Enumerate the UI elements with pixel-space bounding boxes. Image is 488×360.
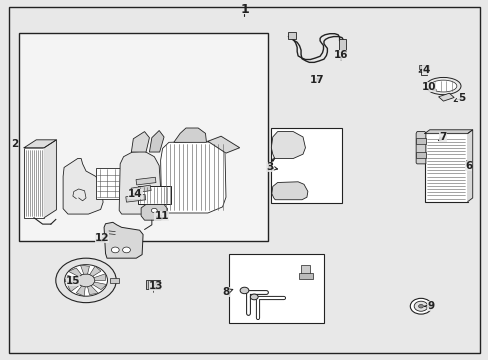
Bar [420, 64, 426, 75]
Bar [338, 39, 345, 51]
Circle shape [413, 301, 427, 311]
Bar [415, 152, 425, 158]
Polygon shape [64, 275, 78, 282]
Polygon shape [136, 177, 156, 185]
Polygon shape [131, 132, 149, 152]
Polygon shape [125, 194, 145, 202]
Bar [300, 265, 310, 274]
Polygon shape [149, 131, 163, 152]
Bar [424, 134, 467, 202]
Text: 5: 5 [457, 93, 464, 103]
Bar [228, 253, 324, 323]
Text: 12: 12 [95, 233, 109, 243]
Polygon shape [141, 204, 167, 220]
Polygon shape [131, 185, 151, 194]
Circle shape [64, 265, 107, 296]
Circle shape [151, 208, 157, 213]
Text: 1: 1 [240, 3, 248, 16]
Polygon shape [207, 136, 239, 153]
Ellipse shape [429, 80, 456, 92]
Polygon shape [119, 151, 161, 214]
Polygon shape [68, 268, 81, 277]
Text: 14: 14 [128, 189, 142, 199]
Polygon shape [160, 141, 225, 213]
Bar [299, 273, 312, 279]
Polygon shape [271, 132, 305, 158]
Circle shape [56, 258, 116, 303]
Polygon shape [104, 222, 143, 258]
Circle shape [77, 274, 95, 287]
Text: 6: 6 [464, 161, 471, 171]
Text: 15: 15 [65, 276, 80, 286]
Text: 13: 13 [148, 281, 163, 291]
Text: 2: 2 [11, 139, 18, 149]
Text: 7: 7 [438, 132, 446, 142]
Polygon shape [90, 266, 101, 276]
Circle shape [409, 298, 431, 314]
Polygon shape [44, 140, 56, 218]
Polygon shape [467, 130, 472, 202]
Text: 11: 11 [154, 211, 168, 221]
Text: 3: 3 [265, 162, 273, 172]
Polygon shape [67, 283, 80, 292]
Text: 10: 10 [421, 82, 435, 93]
Text: 16: 16 [333, 50, 347, 60]
Bar [271, 128, 341, 203]
Ellipse shape [425, 77, 460, 95]
Bar [340, 50, 344, 53]
Polygon shape [173, 128, 206, 142]
Polygon shape [93, 282, 106, 290]
Polygon shape [87, 286, 98, 294]
Polygon shape [271, 182, 307, 200]
Bar [288, 32, 295, 40]
Polygon shape [438, 93, 453, 101]
Polygon shape [424, 130, 472, 134]
Polygon shape [415, 132, 425, 164]
Text: 4: 4 [421, 64, 428, 75]
Text: 8: 8 [223, 287, 230, 297]
Bar [146, 280, 159, 289]
Bar [415, 138, 425, 144]
Circle shape [240, 287, 248, 294]
Text: 9: 9 [427, 301, 433, 311]
Text: 17: 17 [309, 75, 324, 85]
Circle shape [418, 305, 423, 308]
Bar [110, 278, 119, 283]
Bar [24, 148, 44, 218]
Bar [19, 33, 267, 241]
Polygon shape [24, 140, 56, 148]
Polygon shape [94, 274, 105, 280]
Bar [96, 168, 120, 199]
Circle shape [111, 247, 119, 253]
Polygon shape [76, 286, 85, 296]
Bar [148, 281, 158, 288]
Circle shape [250, 294, 258, 300]
Polygon shape [81, 265, 89, 274]
Bar [418, 65, 428, 69]
Circle shape [122, 247, 130, 253]
Bar [138, 186, 171, 204]
Polygon shape [63, 158, 103, 214]
